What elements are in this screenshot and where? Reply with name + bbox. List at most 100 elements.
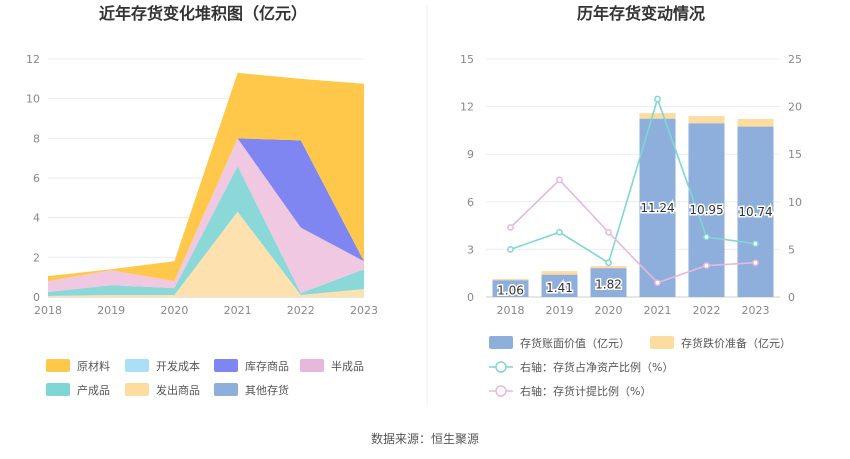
left-x-tick-label: 2023 bbox=[350, 304, 378, 317]
left-y-tick-label: 6 bbox=[33, 172, 40, 185]
bar-存货账面价值（亿元） bbox=[737, 126, 774, 297]
legend-label: 原材料 bbox=[77, 359, 110, 373]
right-chart-title: 历年存货变动情况 bbox=[577, 4, 705, 23]
right-y2-tick-label: 15 bbox=[788, 148, 802, 161]
legend-label: 发出商品 bbox=[156, 383, 200, 397]
right-y-tick-label: 9 bbox=[467, 148, 474, 161]
right-y-tick-label: 0 bbox=[467, 291, 474, 304]
right-y-tick-label: 12 bbox=[460, 101, 474, 114]
line-point bbox=[605, 228, 612, 236]
legend-swatch bbox=[650, 336, 674, 349]
right-gridlines bbox=[486, 58, 780, 298]
line-右轴：存货计提比例（%） bbox=[509, 178, 756, 284]
legend-label: 存货跌价准备（亿元） bbox=[681, 336, 791, 350]
left-x-tick-label: 2020 bbox=[160, 304, 188, 317]
right-y2-tick-label: 20 bbox=[788, 101, 802, 114]
right-secondary-y-axis-ticks: 0 5 10 15 20 25 bbox=[788, 53, 802, 304]
left-y-tick-label: 12 bbox=[26, 53, 40, 66]
right-y-axis-ticks: 0 3 6 9 12 15 bbox=[460, 53, 474, 304]
right-line-series bbox=[507, 95, 759, 287]
right-x-tick-label: 2018 bbox=[497, 304, 525, 317]
left-x-tick-label: 2021 bbox=[224, 304, 252, 317]
stacked-area-chart: 近年存货变化堆积图（亿元） 0 2 4 6 8 10 12 2018 2019 2020 2021… bbox=[26, 4, 378, 397]
line-point bbox=[654, 279, 661, 287]
legend-marker bbox=[495, 385, 507, 397]
line-point bbox=[507, 224, 514, 231]
line-右轴：存货占净资产比例（%） bbox=[510, 96, 756, 264]
left-y-tick-label: 10 bbox=[26, 93, 40, 106]
area-series-产成品 bbox=[48, 166, 364, 297]
right-x-tick-label: 2020 bbox=[595, 304, 623, 317]
right-y2-tick-label: 25 bbox=[788, 53, 802, 66]
legend-swatch bbox=[46, 359, 70, 372]
right-x-tick-label: 2019 bbox=[546, 304, 574, 317]
legend-swatch bbox=[214, 383, 238, 396]
line-point bbox=[556, 228, 563, 236]
left-y-axis-ticks: 0 2 4 6 8 10 12 bbox=[26, 53, 40, 304]
source-note: 数据来源：恒生聚源 bbox=[371, 431, 479, 446]
legend-label: 右轴：存货占净资产比例（%） bbox=[520, 360, 673, 374]
legend-swatch bbox=[46, 383, 70, 396]
bar-存货账面价值（亿元） bbox=[541, 274, 578, 297]
bar-存货跌价准备（亿元） bbox=[492, 278, 529, 281]
legend-label: 产成品 bbox=[77, 383, 110, 397]
legend-label: 库存商品 bbox=[245, 359, 289, 373]
bar-存货跌价准备（亿元） bbox=[590, 266, 627, 269]
legend-label: 存货账面价值（亿元） bbox=[520, 336, 630, 350]
right-legend: 存货账面价值（亿元） 存货跌价准备（亿元） 右轴：存货占净资产比例（%） 右轴：存货计… bbox=[489, 336, 791, 398]
left-y-tick-label: 8 bbox=[33, 132, 40, 145]
left-x-axis-ticks: 2018 2019 2020 2021 2022 2023 bbox=[34, 304, 378, 317]
right-y-tick-label: 6 bbox=[467, 196, 474, 209]
legend-label: 右轴：存货计提比例（%） bbox=[520, 384, 651, 398]
bar-存货账面价值（亿元） bbox=[639, 118, 676, 298]
right-y2-tick-label: 10 bbox=[788, 196, 802, 209]
area-series-库存商品 bbox=[48, 138, 364, 282]
line-point bbox=[654, 95, 661, 103]
bar-data-label: 10.95 bbox=[689, 203, 723, 217]
bar-line-combo-chart: 历年存货变动情况 1.06 1.41 1.82 11.24 10.95 10.74 0 3 6… bbox=[460, 4, 802, 398]
line-point bbox=[752, 259, 759, 267]
bar-data-label: 1.41 bbox=[546, 281, 573, 295]
bar-存货账面价值（亿元） bbox=[492, 280, 529, 297]
right-y2-tick-label: 0 bbox=[788, 291, 795, 304]
line-point bbox=[752, 240, 759, 248]
legend-swatch bbox=[489, 336, 513, 349]
right-x-tick-label: 2022 bbox=[693, 304, 721, 317]
bar-存货跌价准备（亿元） bbox=[688, 116, 725, 124]
legend-marker bbox=[495, 361, 507, 373]
legend-swatch bbox=[125, 359, 149, 372]
left-y-tick-label: 0 bbox=[33, 291, 40, 304]
right-x-tick-label: 2021 bbox=[644, 304, 672, 317]
line-point bbox=[507, 246, 514, 253]
bar-data-label: 10.74 bbox=[738, 205, 772, 219]
right-y-tick-label: 15 bbox=[460, 53, 474, 66]
bar-存货跌价准备（亿元） bbox=[639, 113, 676, 119]
bar-data-label: 1.06 bbox=[497, 284, 524, 298]
legend-label: 半成品 bbox=[331, 359, 364, 373]
bar-存货账面价值（亿元） bbox=[590, 268, 627, 297]
right-y2-tick-label: 5 bbox=[788, 243, 795, 256]
left-chart-title: 近年存货变化堆积图（亿元） bbox=[99, 4, 307, 23]
left-y-tick-label: 4 bbox=[33, 212, 40, 225]
left-area-series bbox=[48, 72, 364, 297]
bar-data-label: 11.24 bbox=[640, 201, 674, 215]
legend-swatch bbox=[125, 383, 149, 396]
legend-label: 开发成本 bbox=[156, 359, 200, 373]
area-series-原材料 bbox=[48, 72, 364, 282]
right-y-tick-label: 3 bbox=[467, 243, 474, 256]
right-x-tick-label: 2023 bbox=[742, 304, 770, 317]
line-point bbox=[703, 233, 710, 241]
legend-label: 其他存货 bbox=[245, 383, 289, 397]
bar-存货跌价准备（亿元） bbox=[737, 118, 774, 127]
bar-存货跌价准备（亿元） bbox=[541, 271, 578, 275]
legend-swatch bbox=[214, 359, 238, 372]
legend-swatch bbox=[300, 359, 324, 372]
left-x-tick-label: 2019 bbox=[97, 304, 125, 317]
line-point bbox=[605, 259, 612, 267]
line-point bbox=[556, 176, 563, 184]
line-point bbox=[703, 262, 710, 269]
area-series-发出商品 bbox=[48, 211, 364, 297]
left-y-tick-label: 2 bbox=[33, 251, 40, 264]
